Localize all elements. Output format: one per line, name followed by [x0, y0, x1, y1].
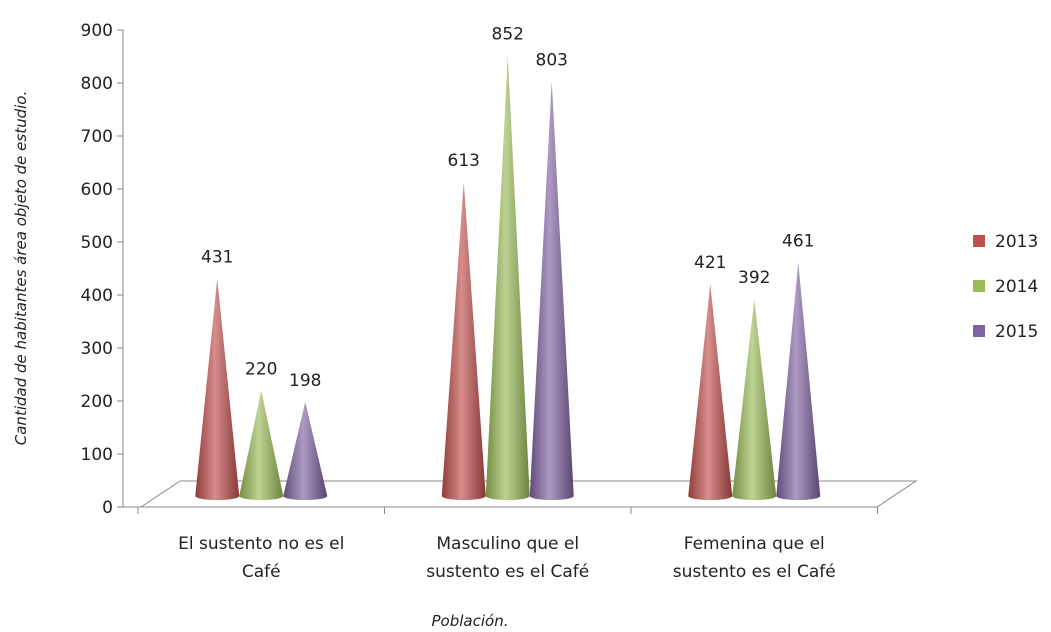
- data-label: 852: [492, 24, 524, 44]
- cone-2013-2: [688, 283, 733, 500]
- data-label: 613: [448, 151, 480, 171]
- legend-label-2014: 2014: [995, 277, 1038, 297]
- legend-label-2015: 2015: [995, 322, 1038, 342]
- y-tick-label: 700: [81, 127, 113, 147]
- cone-2014-0: [239, 390, 284, 500]
- cone-2015-0: [283, 402, 328, 500]
- y-tick-label: 0: [102, 498, 113, 518]
- x-category-label: Masculino que el sustento es el Café: [426, 534, 589, 582]
- y-axis-title: Cantidad de habitantes área objeto de es…: [12, 91, 30, 445]
- cone-2015-1: [529, 81, 574, 500]
- data-label: 392: [738, 268, 770, 288]
- legend-swatch-2015: [973, 325, 985, 337]
- y-tick-label: 800: [81, 74, 113, 94]
- x-axis-title: Población.: [432, 612, 509, 630]
- y-tick-label: 100: [81, 445, 113, 465]
- data-label: 461: [782, 232, 814, 252]
- data-label: 198: [289, 371, 321, 391]
- x-category-label: El sustento no es el Café: [178, 534, 344, 582]
- legend-swatch-2014: [973, 280, 985, 292]
- data-label: 220: [245, 359, 277, 379]
- y-tick-label: 500: [81, 233, 113, 253]
- y-tick-label: 900: [81, 21, 113, 41]
- legend-label-2013: 2013: [995, 232, 1038, 252]
- y-tick-label: 400: [81, 286, 113, 306]
- x-category-label: Femenina que el sustento es el Café: [673, 534, 836, 582]
- data-label: 431: [201, 248, 233, 268]
- cone-2015-2: [776, 262, 821, 500]
- data-label: 803: [536, 50, 568, 70]
- legend-swatch-2013: [973, 235, 985, 247]
- cone-2014-2: [732, 299, 777, 500]
- cone-2013-1: [441, 182, 486, 501]
- y-tick-label: 200: [81, 392, 113, 412]
- cone-2013-0: [195, 278, 240, 500]
- y-tick-label: 600: [81, 180, 113, 200]
- y-tick-label: 300: [81, 339, 113, 359]
- data-label: 421: [694, 253, 726, 273]
- cone-2014-1: [485, 55, 530, 500]
